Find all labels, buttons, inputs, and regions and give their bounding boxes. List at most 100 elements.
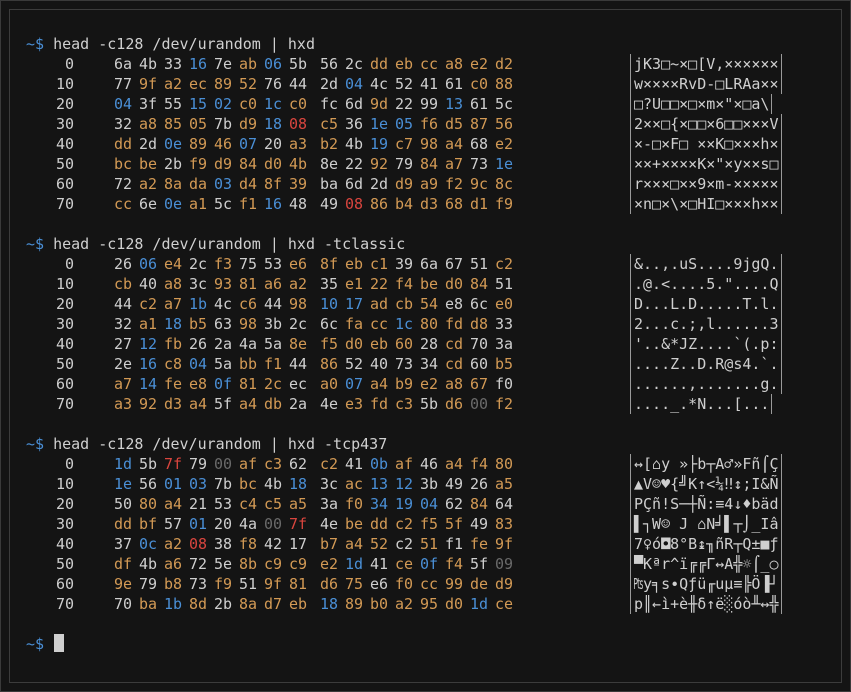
hex-row: 50 df 4b a6 72 5e 8b c9 c9 e2 1d 41 ce 0f f4 5f 09 ▀Kªr^ï… [26, 554, 782, 574]
byte-value: a8 [164, 275, 183, 293]
byte-value: 12 [139, 335, 158, 353]
row-offset: 60 [55, 375, 74, 393]
byte-value: eb [345, 255, 364, 273]
byte-value: d0 [445, 275, 464, 293]
byte-value: 8d [189, 595, 208, 613]
row-offset: 40 [55, 535, 74, 553]
byte-value: 16 [189, 55, 208, 73]
row-offset: 0 [64, 255, 74, 273]
byte-value: 40 [139, 275, 158, 293]
byte-value: 9f [139, 75, 158, 93]
byte-value: 20 [264, 135, 283, 153]
byte-value: b4 [395, 195, 414, 213]
byte-value: 14 [139, 375, 158, 393]
byte-value: e6 [289, 255, 308, 273]
text-cursor[interactable] [54, 634, 65, 652]
byte-value: 7f [164, 455, 183, 473]
terminal-pane[interactable]: ~$ head -c128 /dev/urandom | hxd 0 6a 4b 33 1… [9, 9, 842, 683]
byte-value: c6 [239, 295, 258, 313]
byte-value: bc [114, 155, 133, 173]
row-bytes: bc be 2b f9 d9 84 d0 4b 8e 22 92 79 84 a7 73 1e [114, 154, 520, 174]
byte-value: 06 [264, 55, 283, 73]
byte-value: e8 [189, 375, 208, 393]
byte-value: ce [395, 555, 414, 573]
byte-value: 8c [495, 175, 514, 193]
byte-value: 52 [395, 75, 414, 93]
byte-value: 6a [420, 255, 439, 273]
byte-value: a4 [345, 535, 364, 553]
byte-value: f0 [495, 375, 514, 393]
byte-value: a8 [139, 115, 158, 133]
byte-value: 3b [264, 315, 283, 333]
hex-row: 10 77 9f a2 ec 89 52 76 44 2d 04 4c 52 41 61 c0 88 w××××R… [26, 74, 782, 94]
row-bytes: 27 12 fb 26 2a 4a 5a 8e f5 d0 eb 60 28 cd 70 3a [114, 334, 520, 354]
byte-value: 09 [495, 555, 514, 573]
byte-value: c5 [264, 495, 283, 513]
byte-value: 32 [114, 315, 133, 333]
byte-value: cc [370, 315, 389, 333]
byte-value: 5a [214, 355, 233, 373]
byte-value: 1c [395, 315, 414, 333]
byte-value: 5f [214, 395, 233, 413]
prompt-line: ~$ head -c128 /dev/urandom | hxd -tcp437 [26, 434, 405, 454]
byte-value: 22 [345, 155, 364, 173]
byte-value: a7 [164, 295, 183, 313]
byte-value: 26 [189, 335, 208, 353]
byte-value: 9e [114, 575, 133, 593]
byte-value: 04 [114, 95, 133, 113]
hex-row: 40 27 12 fb 26 2a 4a 5a 8e f5 d0 eb 60 28 cd 70 3a '..&*J… [26, 334, 782, 354]
byte-value: b7 [320, 535, 339, 553]
byte-value: 08 [189, 535, 208, 553]
byte-value: 2d [320, 75, 339, 93]
byte-value: c3 [395, 395, 414, 413]
byte-value: 4b [139, 555, 158, 573]
byte-value: 49 [470, 515, 489, 533]
row-ascii: jK3□~×□[V,×××××× [630, 54, 782, 74]
byte-value: 00 [264, 515, 283, 533]
byte-value: db [264, 395, 283, 413]
prompt-line: ~$ head -c128 /dev/urandom | hxd -tclass… [26, 234, 405, 254]
row-bytes: 72 a2 8a da 03 d4 8f 39 ba 6d 2d d9 a9 f2 9c 8c [114, 174, 520, 194]
byte-value: 5f [470, 555, 489, 573]
byte-value: c8 [164, 355, 183, 373]
command-text: head -c128 /dev/urandom | hxd [53, 35, 315, 53]
byte-value: 4c [370, 75, 389, 93]
byte-value: c2 [495, 255, 514, 273]
byte-value: a4 [370, 375, 389, 393]
command-text: head -c128 /dev/urandom | hxd -tclassic [53, 235, 406, 253]
byte-value: c0 [239, 95, 258, 113]
hex-row: 70 70 ba 1b 8d 2b 8a d7 eb 18 89 b0 a2 95 d0 1d ce p║←ì+è… [26, 594, 782, 614]
byte-value: d3 [420, 195, 439, 213]
row-ascii: ▀Kªr^ï╔╔Γ↔A╬☼⌠_○ [630, 554, 782, 574]
byte-value: c4 [239, 495, 258, 513]
row-offset: 50 [55, 355, 74, 373]
byte-value: 17 [345, 295, 364, 313]
byte-value: 92 [139, 395, 158, 413]
byte-value: 7f [289, 515, 308, 533]
byte-value: d9 [239, 115, 258, 133]
byte-value: 9f [264, 575, 283, 593]
byte-value: cd [445, 355, 464, 373]
byte-value: 51 [239, 575, 258, 593]
byte-value: 2b [214, 595, 233, 613]
byte-value: 2b [164, 155, 183, 173]
byte-value: 27 [114, 335, 133, 353]
byte-value: 67 [445, 255, 464, 273]
byte-value: ad [370, 295, 389, 313]
byte-value: d9 [214, 155, 233, 173]
byte-value: 0f [420, 555, 439, 573]
byte-value: 26 [470, 475, 489, 493]
byte-value: a2 [164, 535, 183, 553]
byte-value: 5b [289, 55, 308, 73]
byte-value: d0 [445, 595, 464, 613]
row-ascii: ....Z..D.R@s4.`. [630, 354, 782, 374]
byte-value: a4 [189, 395, 208, 413]
row-bytes: 26 06 e4 2c f3 75 53 e6 8f eb c1 39 6a 67 51 c2 [114, 254, 520, 274]
byte-value: 98 [239, 315, 258, 333]
byte-value: af [239, 455, 258, 473]
byte-value: d8 [470, 315, 489, 333]
byte-value: 60 [470, 355, 489, 373]
byte-value: e2 [420, 375, 439, 393]
byte-value: 8a [239, 595, 258, 613]
byte-value: e2 [320, 555, 339, 573]
